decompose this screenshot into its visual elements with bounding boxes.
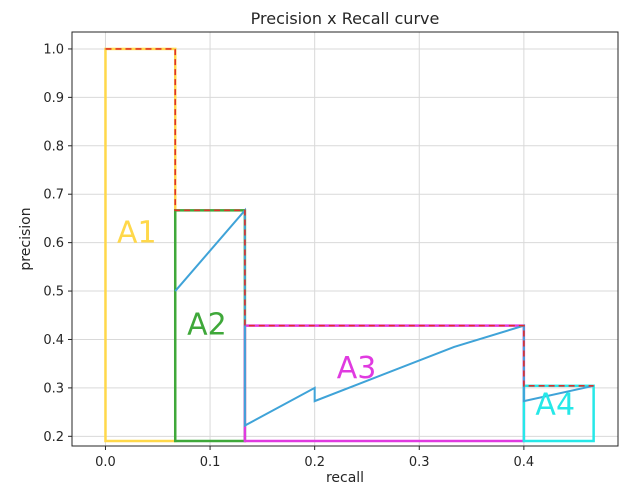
region-a3-box	[243, 324, 526, 443]
y-tick-label: 0.5	[43, 285, 64, 300]
series	[105, 48, 594, 428]
region-label-a3: A3	[337, 351, 377, 386]
chart-title: Precision x Recall curve	[251, 9, 440, 28]
y-tick-label: 0.2	[43, 430, 64, 445]
y-tick-label: 0.8	[43, 139, 64, 154]
y-tick-label: 1.0	[43, 42, 64, 57]
x-tick-label: 0.4	[514, 455, 535, 470]
x-tick-label: 0.0	[95, 455, 116, 470]
interpolated-precision-line	[105, 48, 594, 387]
grid	[72, 32, 618, 446]
region-labels: A1 A2 A3 A4	[117, 216, 575, 423]
x-tick-label: 0.2	[304, 455, 325, 470]
y-tick-label: 0.6	[43, 236, 64, 251]
plot-frame	[71, 31, 619, 447]
region-label-a2: A2	[187, 308, 227, 343]
y-tick-label: 0.7	[43, 188, 64, 203]
region-label-a4: A4	[535, 388, 575, 423]
y-axis-label: precision	[18, 207, 34, 270]
region-label-a1: A1	[117, 216, 157, 251]
y-tick-label: 0.9	[43, 91, 64, 106]
ticks: 0.0 0.1 0.2 0.3 0.4 0.2 0.3 0.4 0.5 0.6 0.7 0.8 0.9 1…	[43, 42, 534, 470]
x-tick-label: 0.3	[409, 455, 430, 470]
y-tick-label: 0.4	[43, 333, 64, 348]
x-axis-label: recall	[326, 470, 364, 486]
y-tick-label: 0.3	[43, 381, 64, 396]
x-tick-label: 0.1	[200, 455, 221, 470]
